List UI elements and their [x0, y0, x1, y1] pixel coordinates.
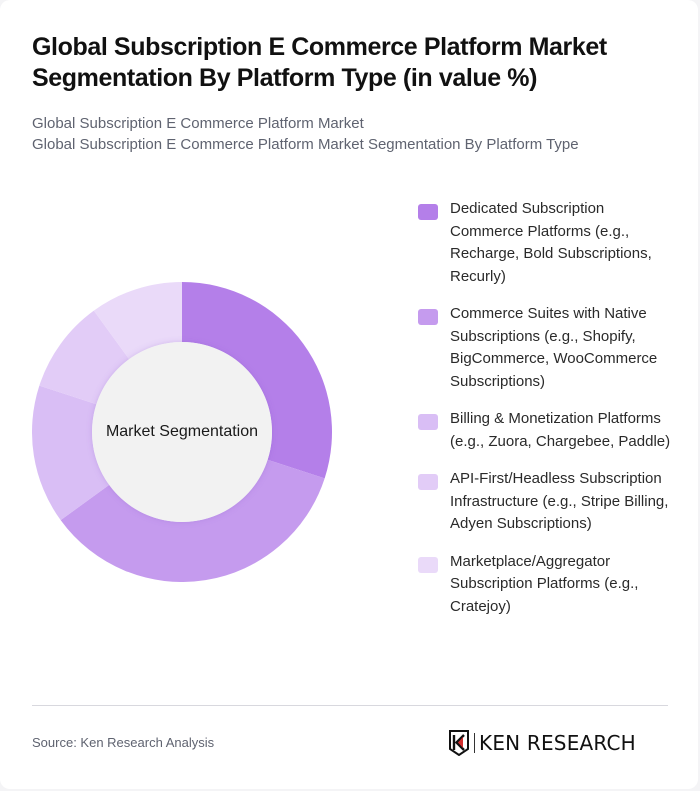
donut-segment[interactable]	[32, 385, 110, 521]
subtitle-line-2: Global Subscription E Commerce Platform …	[32, 136, 579, 153]
legend-item: Dedicated Subscription Commerce Platform…	[418, 198, 678, 288]
subtitle: Global Subscription E Commerce Platform …	[32, 113, 672, 155]
ken-research-logo-icon	[449, 730, 469, 756]
subtitle-line-1: Global Subscription E Commerce Platform …	[32, 115, 364, 132]
logo-text: KEN RESEARCH	[479, 731, 636, 755]
donut-segment[interactable]	[93, 282, 182, 360]
page-title: Global Subscription E Commerce Platform …	[32, 33, 607, 92]
donut-hole	[92, 342, 272, 522]
legend-label: Dedicated Subscription Commerce Platform…	[450, 200, 652, 285]
legend-swatch-icon	[418, 204, 438, 220]
legend-label: Commerce Suites with Native Subscription…	[450, 305, 658, 390]
legend-label: Marketplace/Aggregator Subscription Plat…	[450, 552, 639, 615]
chart-legend: Dedicated Subscription Commerce Platform…	[418, 198, 678, 633]
donut-segment[interactable]	[60, 459, 325, 582]
legend-item: Commerce Suites with Native Subscription…	[418, 303, 678, 393]
legend-item: Marketplace/Aggregator Subscription Plat…	[418, 551, 678, 619]
footer-divider	[32, 705, 668, 706]
donut-segment[interactable]	[182, 282, 332, 479]
legend-swatch-icon	[418, 414, 438, 430]
donut-chart: Market Segmentation	[32, 282, 332, 582]
legend-label: Billing & Monetization Platforms (e.g., …	[450, 410, 671, 450]
source-text: Source: Ken Research Analysis	[32, 735, 215, 750]
ken-research-logo: KEN RESEARCH	[448, 729, 636, 757]
donut-chart-svg	[32, 282, 332, 582]
legend-swatch-icon	[418, 309, 438, 325]
legend-item: API-First/Headless Subscription Infrastr…	[418, 468, 678, 536]
legend-item: Billing & Monetization Platforms (e.g., …	[418, 408, 678, 453]
legend-label: API-First/Headless Subscription Infrastr…	[450, 470, 669, 532]
donut-segment[interactable]	[39, 310, 130, 405]
legend-swatch-icon	[418, 556, 438, 573]
legend-swatch-icon	[418, 474, 438, 490]
logo-separator	[474, 733, 475, 753]
